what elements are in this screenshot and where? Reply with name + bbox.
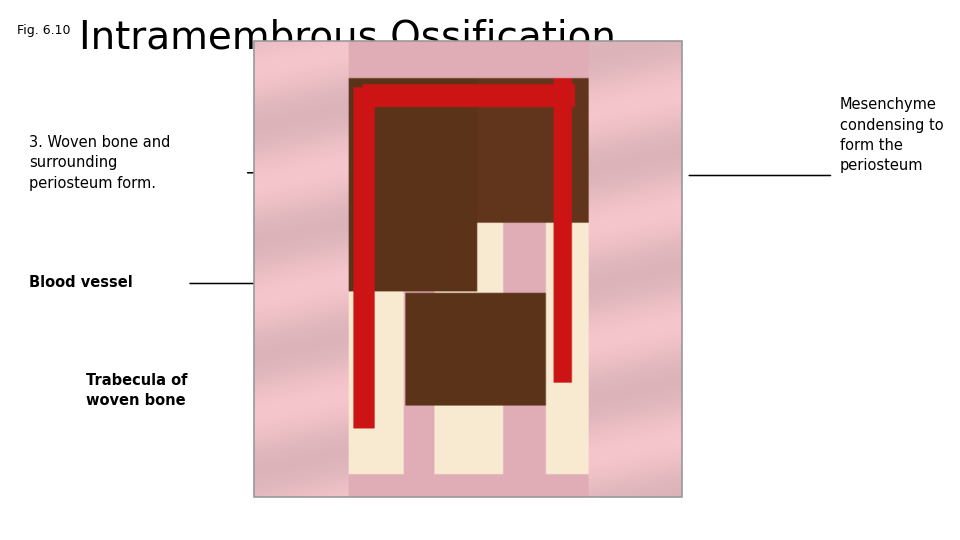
Text: Trabecula of
woven bone: Trabecula of woven bone <box>86 373 188 408</box>
Text: Intramembrous Ossification: Intramembrous Ossification <box>79 19 615 57</box>
Text: Blood vessel: Blood vessel <box>29 275 132 291</box>
Text: 3. Woven bone and
surrounding
periosteum form.: 3. Woven bone and surrounding periosteum… <box>29 135 170 191</box>
Text: Fig. 6.10: Fig. 6.10 <box>17 24 71 37</box>
Text: Mesenchyme
condensing to
form the
periosteum: Mesenchyme condensing to form the perios… <box>840 97 944 173</box>
